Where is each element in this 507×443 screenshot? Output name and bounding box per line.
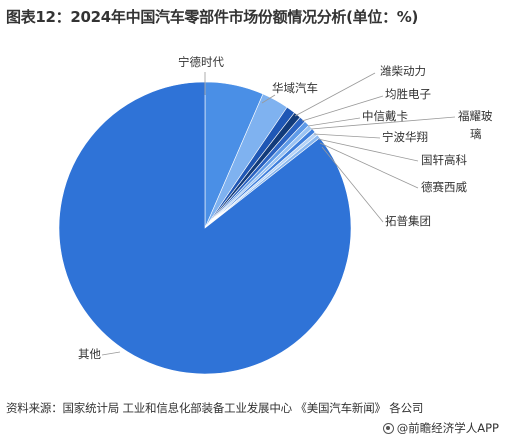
label-guoxuan: 国轩高科 xyxy=(421,153,467,167)
leader-desai xyxy=(319,142,419,189)
leader-zhongxin xyxy=(307,117,361,127)
leader-other xyxy=(101,351,121,356)
label-other: 其他 xyxy=(78,347,101,361)
leader-huayu xyxy=(261,94,276,104)
label-ningde: 宁德时代 xyxy=(178,55,224,69)
leader-weichai xyxy=(294,72,376,117)
chart-title: 图表12：2024年中国汽车零部件市场份额情况分析(单位：%) xyxy=(6,8,419,26)
label-fuyao-1: 福耀玻 xyxy=(458,109,493,123)
leader-lines xyxy=(101,72,456,356)
qianzhan-logo-icon xyxy=(382,422,394,434)
label-tuopu: 拓普集团 xyxy=(385,214,431,228)
label-junsheng: 均胜电子 xyxy=(385,87,431,101)
leader-guoxuan xyxy=(317,138,419,162)
leader-ningbo xyxy=(313,133,381,139)
label-weichai: 潍柴动力 xyxy=(380,64,426,78)
leader-junsheng xyxy=(301,95,384,122)
pie-slice-10 xyxy=(58,81,352,375)
source-note: 资料来源：国家统计局 工业和信息化部装备工业发展中心 《美国汽车新闻》 各公司 xyxy=(6,401,424,415)
label-ningbo: 宁波华翔 xyxy=(382,130,428,144)
label-huayu: 华域汽车 xyxy=(272,81,318,95)
brand-credit: @前瞻经济学人APP xyxy=(382,420,499,436)
leader-fuyao xyxy=(310,116,456,130)
label-desai: 德赛西威 xyxy=(421,180,467,194)
brand-text: @前瞻经济学人APP xyxy=(396,421,499,435)
label-zhongxin: 中信戴卡 xyxy=(362,109,408,123)
leader-tuopu xyxy=(321,146,384,223)
label-fuyao-2: 璃 xyxy=(470,127,482,141)
pie-slices xyxy=(58,81,352,375)
